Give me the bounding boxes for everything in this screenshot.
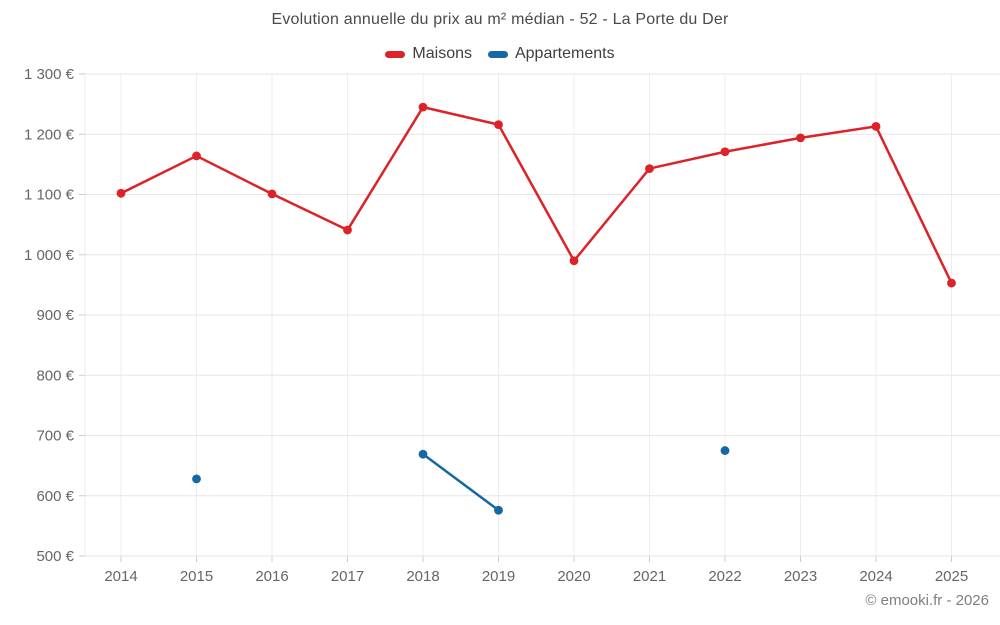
point-appartements-2018[interactable] (418, 449, 428, 459)
series-line-appartements (421, 452, 500, 512)
x-axis-label-2014: 2014 (104, 568, 137, 585)
legend-label-appartements: Appartements (514, 45, 615, 62)
legend-swatch-appartements-icon (487, 50, 508, 58)
chart-title: Evolution annuelle du prix au m² médian … (271, 11, 729, 28)
point-maisons-2019[interactable] (494, 120, 503, 130)
point-appartements-2019[interactable] (494, 505, 503, 515)
point-maisons-2024[interactable] (871, 122, 881, 131)
point-maisons-2021[interactable] (645, 164, 654, 173)
legend-item-maisons[interactable]: Maisons (385, 45, 472, 63)
point-maisons-2025[interactable] (947, 278, 956, 288)
point-maisons-2020[interactable] (569, 256, 579, 266)
y-axis-label: 700 € (36, 428, 74, 445)
x-axis-label-2024: 2024 (859, 568, 892, 585)
y-axis-label: 900 € (36, 307, 74, 324)
x-axis-label-2023: 2023 (784, 568, 817, 585)
x-axis-label-2018: 2018 (406, 568, 439, 585)
x-axis-label-2015: 2015 (180, 568, 213, 585)
point-maisons-2014[interactable] (116, 188, 126, 198)
point-maisons-2016[interactable] (267, 189, 277, 199)
point-appartements-2015[interactable] (192, 474, 201, 484)
y-axis-label: 800 € (36, 367, 74, 384)
y-axis-label: 1 300 € (24, 66, 75, 83)
watermark: © emooki.fr - 2026 (865, 592, 989, 609)
point-maisons-2018[interactable] (418, 102, 428, 112)
point-maisons-2015[interactable] (192, 151, 201, 161)
point-maisons-2017[interactable] (343, 225, 352, 235)
point-maisons-2022[interactable] (720, 147, 730, 157)
x-axis-label-2019: 2019 (482, 568, 515, 585)
y-axis-label: 1 000 € (24, 247, 75, 264)
legend-item-appartements[interactable]: Appartements (487, 45, 615, 63)
y-axis-label: 1 200 € (24, 126, 75, 143)
x-axis-label-2022: 2022 (708, 568, 741, 585)
legend-swatch-maisons-icon (385, 50, 406, 58)
legend: Maisons Appartements (0, 45, 1000, 63)
x-axis-label-2020: 2020 (557, 568, 590, 585)
x-axis-label-2016: 2016 (255, 568, 288, 585)
legend-label-maisons: Maisons (412, 45, 472, 62)
series-line-maisons (119, 105, 953, 285)
point-maisons-2023[interactable] (796, 133, 805, 143)
y-axis-label: 500 € (36, 548, 74, 565)
y-axis-label: 600 € (36, 488, 74, 505)
x-axis-label-2025: 2025 (935, 568, 968, 585)
y-axis-label: 1 100 € (24, 187, 75, 204)
point-appartements-2022[interactable] (720, 446, 730, 455)
x-axis-label-2021: 2021 (633, 568, 666, 585)
x-axis-label-2017: 2017 (331, 568, 364, 585)
